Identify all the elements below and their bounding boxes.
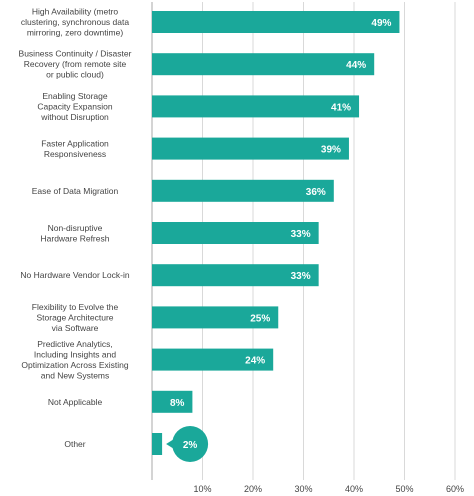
- value-label-6: 33%: [291, 271, 311, 282]
- bar-1: [152, 53, 375, 76]
- bar-4: [152, 179, 334, 202]
- category-label-0: High Availability (metro clustering, sync…: [21, 7, 129, 38]
- bar-2: [152, 95, 360, 118]
- category-label-9: Not Applicable: [48, 397, 103, 407]
- value-label-4: 36%: [306, 187, 326, 198]
- value-label-9: 8%: [170, 398, 185, 409]
- callout-pointer-10: [166, 439, 175, 449]
- bar-6: [152, 264, 319, 287]
- category-label-1: Business Continuity / Disaster Recovery (…: [19, 49, 132, 80]
- category-label-6: No Hardware Vendor Lock-in: [20, 270, 129, 280]
- x-tick-label-20: 20%: [244, 484, 262, 494]
- value-label-0: 49%: [371, 18, 391, 29]
- bar-0: [152, 11, 400, 33]
- category-label-8: Predictive Analytics, Including Insights …: [21, 339, 129, 381]
- bar-7: [152, 306, 279, 329]
- x-tick-label-50: 50%: [395, 484, 413, 494]
- category-labels: High Availability (metro clustering, sync…: [19, 7, 132, 450]
- value-label-1: 44%: [346, 60, 366, 71]
- bar-10: [152, 433, 163, 455]
- x-tick-label-60: 60%: [446, 484, 464, 494]
- x-tick-label-30: 30%: [294, 484, 312, 494]
- bar-9: [152, 390, 193, 413]
- value-label-3: 39%: [321, 145, 341, 156]
- value-label-5: 33%: [291, 229, 311, 240]
- x-tick-labels: 10% 20% 30% 40% 50% 60%: [193, 484, 464, 494]
- bar-5: [152, 222, 319, 244]
- value-label-8: 24%: [245, 356, 265, 367]
- x-tick-label-40: 40%: [345, 484, 363, 494]
- category-label-2: Enabling Storage Capacity Expansion withou…: [37, 91, 112, 122]
- bars: 49% 44% 41% 39% 36% 33% 33% 25% 24% 8% 2%: [152, 11, 400, 462]
- value-label-2: 41%: [331, 102, 351, 113]
- category-label-4: Ease of Data Migration: [32, 186, 119, 196]
- x-tick-label-10: 10%: [193, 484, 211, 494]
- category-label-7: Flexibility to Evolve the Storage Archite…: [32, 302, 119, 333]
- category-label-3: Faster Application Responsiveness: [41, 138, 109, 159]
- callout-circle-10: [172, 426, 209, 462]
- category-label-5: Non-disruptive Hardware Refresh: [41, 223, 110, 244]
- bar-3: [152, 137, 349, 160]
- value-label-10: 2%: [183, 440, 198, 451]
- value-label-7: 25%: [250, 313, 270, 324]
- bar-8: [152, 348, 274, 371]
- category-label-10: Other: [64, 439, 85, 449]
